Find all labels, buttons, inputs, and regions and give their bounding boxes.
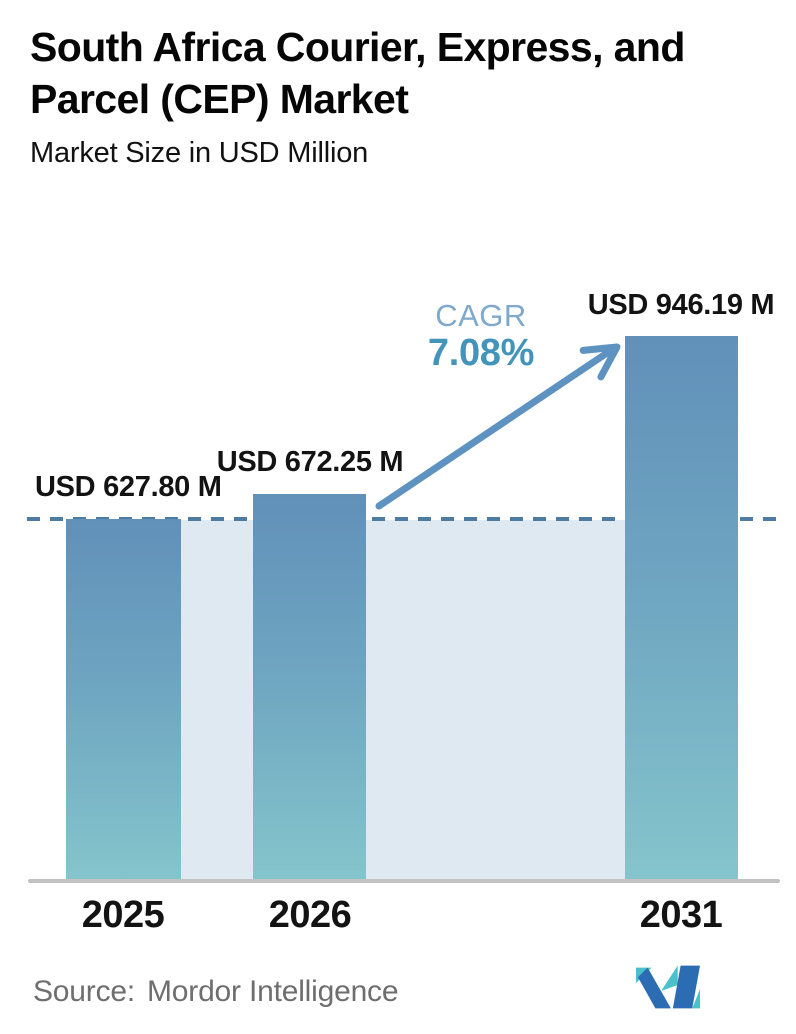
value-label-2031: USD 946.19 M — [587, 289, 775, 321]
x-tick-2026: 2026 — [268, 894, 352, 936]
page-title: South Africa Courier, Express, and Parce… — [30, 22, 685, 125]
x-tick-2031: 2031 — [639, 894, 723, 936]
dashed-reference-line — [27, 517, 783, 521]
value-label-2026: USD 672.25 M — [216, 446, 404, 478]
mordor-intelligence-logo-icon — [636, 965, 700, 1009]
growth-arrow-icon — [375, 343, 621, 510]
value-label-2025: USD 627.80 M — [35, 471, 222, 503]
bar-2031 — [625, 336, 738, 881]
bar-2026 — [253, 494, 366, 881]
x-axis-baseline — [28, 879, 780, 883]
cagr-value: 7.08% — [427, 332, 535, 375]
title-line-2: Parcel (CEP) Market — [30, 75, 409, 122]
source-label: Source: — [33, 975, 135, 1008]
x-tick-2025: 2025 — [81, 894, 165, 936]
bar-2025 — [66, 519, 181, 881]
source-attribution: Source: Mordor Intelligence — [33, 975, 399, 1009]
chart-subtitle: Market Size in USD Million — [30, 137, 369, 169]
title-line-1: South Africa Courier, Express, and — [30, 24, 685, 70]
cagr-annotation: CAGR 7.08% — [381, 298, 581, 375]
source-value: Mordor Intelligence — [147, 975, 399, 1008]
cagr-label: CAGR — [435, 298, 527, 333]
